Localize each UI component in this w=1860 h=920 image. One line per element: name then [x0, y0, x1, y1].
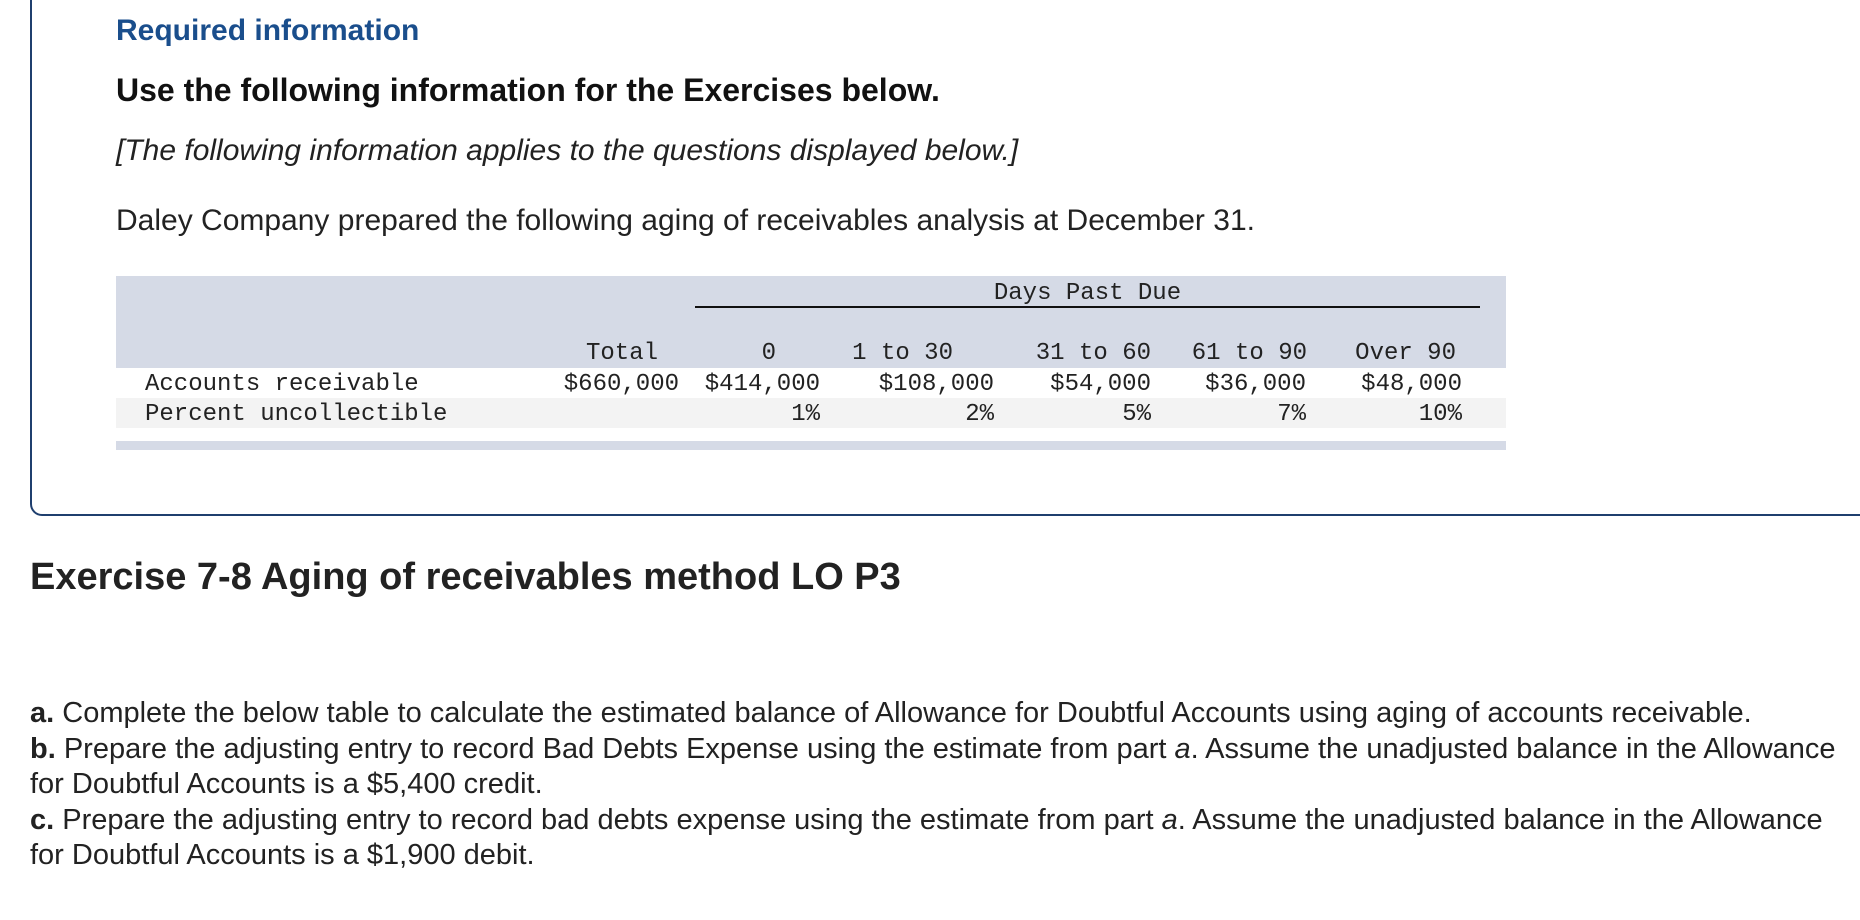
instruction-part-a: a. Complete the below table to calculate…: [30, 696, 1845, 732]
instruction-part-c: c. Prepare the adjusting entry to record…: [30, 803, 1845, 874]
days-past-due-header: Days Past Due: [993, 280, 1182, 307]
exercise-title: Exercise 7-8 Aging of receivables method…: [30, 556, 901, 598]
exercise-instructions: a. Complete the below table to calculate…: [30, 696, 1845, 874]
pct-31-to-60-value: 5%: [1122, 401, 1151, 428]
part-text: . Assume the unadjusted balance in the A…: [30, 803, 1823, 872]
part-text: . Assume the unadjusted balance in the A…: [30, 732, 1836, 801]
days-past-due-rule: [695, 306, 1480, 308]
use-following-heading: Use the following information for the Ex…: [116, 72, 940, 108]
part-text: Prepare the adjusting entry to record ba…: [54, 803, 1162, 836]
row-label-accounts-receivable: Accounts receivable: [145, 371, 419, 398]
ar-over-90-value: $48,000: [1361, 371, 1462, 398]
ar-31-to-60-value: $54,000: [1050, 371, 1151, 398]
column-header-1-to-30: 1 to 30: [852, 340, 953, 367]
column-header-61-to-90: 61 to 90: [1191, 340, 1307, 367]
ar-total-value: $660,000: [563, 371, 679, 398]
row-label-percent-uncollectible: Percent uncollectible: [145, 401, 448, 428]
part-reference: a: [1161, 803, 1178, 836]
intro-text: Daley Company prepared the following agi…: [116, 204, 1255, 237]
part-text: Prepare the adjusting entry to record Ba…: [55, 732, 1175, 765]
ar-1-to-30-value: $108,000: [878, 371, 994, 398]
pct-current-value: 1%: [791, 401, 820, 428]
table-header-background: [116, 276, 1506, 368]
pct-61-to-90-value: 7%: [1277, 401, 1306, 428]
part-letter: b.: [30, 732, 56, 765]
table-row-background: [116, 398, 1506, 428]
column-header-over-90: Over 90: [1355, 340, 1456, 367]
column-header-total: Total: [585, 340, 658, 367]
column-header-31-to-60: 31 to 60: [1035, 340, 1151, 367]
required-information-title: Required information: [116, 14, 420, 47]
column-header-current: 0: [761, 340, 776, 367]
required-information-panel: [30, 0, 1860, 516]
pct-1-to-30-value: 2%: [965, 401, 994, 428]
instruction-part-b: b. Prepare the adjusting entry to record…: [30, 732, 1845, 803]
applies-note: [The following information applies to th…: [116, 134, 1019, 167]
table-footer-bar: [116, 441, 1506, 450]
aging-table: Days Past Due Total 0 1 to 30 31 to 60 6…: [116, 276, 1506, 452]
part-letter: c.: [30, 803, 55, 836]
part-reference: a: [1174, 732, 1191, 765]
ar-61-to-90-value: $36,000: [1205, 371, 1306, 398]
table-row-background: [116, 368, 1506, 398]
ar-current-value: $414,000: [704, 371, 820, 398]
part-letter: a.: [30, 697, 55, 729]
part-text: Complete the below table to calculate th…: [54, 697, 1752, 729]
pct-over-90-value: 10%: [1418, 401, 1462, 428]
